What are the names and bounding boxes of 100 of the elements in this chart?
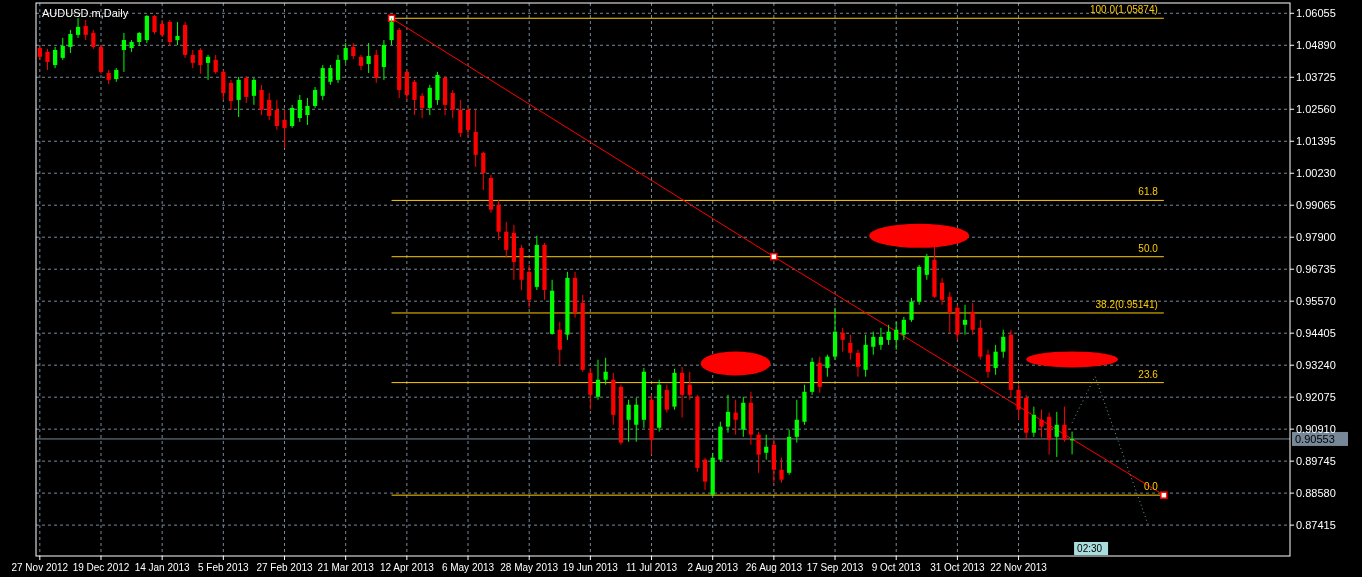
y-tick-label: 0.99065: [1296, 199, 1336, 212]
chart-title: AUDUSD.m,Daily: [42, 7, 129, 19]
candlestick: [595, 359, 601, 401]
candlestick: [374, 49, 379, 84]
candlestick: [557, 321, 562, 366]
candlestick: [947, 291, 952, 334]
candlestick: [680, 366, 685, 419]
candlestick: [297, 94, 302, 123]
candlestick: [45, 48, 50, 71]
x-tick-label: 5 Feb 2013: [198, 562, 250, 573]
candlestick: [236, 76, 241, 118]
candlestick: [871, 331, 876, 356]
candlestick: [427, 84, 432, 116]
candlestick: [855, 349, 861, 378]
point: [1160, 491, 1168, 499]
annotation: 23.6: [1138, 368, 1159, 380]
candlestick: [725, 394, 731, 434]
candlestick: [687, 371, 692, 401]
candlestick: [389, 17, 394, 46]
candlestick: [634, 397, 639, 443]
candlestick: [1016, 384, 1021, 421]
ref-line-label: 0.90553: [1295, 432, 1335, 445]
candlestick: [894, 321, 899, 351]
candlestick: [91, 29, 96, 50]
candlestick: [825, 354, 830, 378]
y-tick-label: 1.03725: [1296, 71, 1336, 84]
x-tick-label: 28 May 2013: [500, 562, 559, 573]
x-tick-label: 22 Nov 2013: [990, 562, 1048, 573]
candlestick: [962, 304, 968, 336]
candlestick: [993, 344, 998, 376]
x-tick-label: 17 Sep 2013: [806, 562, 864, 573]
candlestick: [626, 399, 631, 443]
annotation: 100.0(1.05874): [1089, 4, 1158, 16]
x-tick-label: 2 Aug 2013: [687, 562, 739, 573]
candlestick: [970, 302, 975, 336]
candlestick: [1031, 406, 1036, 438]
x-tick-label: 6 May 2013: [441, 562, 495, 573]
candlestick: [924, 253, 929, 281]
candlestick: [251, 77, 257, 106]
candlestick: [1047, 412, 1052, 456]
candlestick: [152, 14, 157, 35]
x-tick-label: 26 Aug 2013: [745, 562, 803, 573]
candlestick: [420, 92, 425, 119]
candlestick: [985, 349, 991, 379]
candlestick: [282, 109, 287, 149]
candlestick: [840, 327, 845, 353]
candlestick: [504, 221, 509, 259]
y-tick-label: 0.95570: [1296, 295, 1336, 308]
x-tick-label: 12 Apr 2013: [379, 562, 435, 573]
candlestick: [764, 434, 769, 461]
candlestick: [205, 54, 211, 81]
candlestick: [121, 32, 127, 73]
candlestick: [213, 54, 218, 75]
candlestick: [412, 79, 417, 116]
x-tick-label: 27 Feb 2013: [256, 562, 314, 573]
candlestick: [450, 89, 455, 119]
y-tick-label: 1.02560: [1296, 103, 1336, 116]
candlestick: [305, 97, 310, 126]
candlestick: [481, 151, 486, 191]
candlestick: [588, 367, 593, 411]
candlestick: [198, 47, 203, 75]
y-tick-label: 0.96735: [1296, 263, 1336, 276]
candlestick: [848, 334, 853, 361]
x-tick-label: 19 Jun 2013: [562, 562, 619, 573]
x-tick-label: 31 Oct 2013: [930, 562, 986, 573]
candlestick: [75, 17, 81, 39]
candlestick: [175, 21, 180, 46]
candlestick: [1039, 409, 1044, 439]
y-tick-label: 0.97900: [1296, 231, 1336, 244]
candlestick: [244, 75, 249, 104]
x-tick-label: 14 Jan 2013: [134, 562, 191, 573]
point: [770, 252, 778, 261]
y-tick-label: 1.00230: [1296, 167, 1336, 180]
candlestick: [335, 54, 341, 84]
candlestick: [167, 19, 172, 47]
candlestick: [901, 316, 906, 341]
candlestick: [733, 399, 738, 436]
y-tick-label: 0.94405: [1296, 327, 1336, 340]
candlestick: [274, 99, 279, 131]
candlestick: [343, 42, 348, 64]
y-tick-label: 1.01395: [1296, 135, 1336, 148]
annotation: 02:30: [1077, 543, 1103, 554]
candlestick: [228, 79, 234, 111]
annotation: 38.2(0.95141): [1095, 298, 1158, 310]
candlestick: [404, 69, 409, 101]
candlestick: [290, 104, 295, 129]
x-tick-label: 19 Dec 2012: [72, 562, 130, 573]
candlestick: [267, 92, 272, 121]
candlestick: [221, 69, 226, 101]
candlestick: [702, 457, 708, 491]
candlestick: [794, 399, 799, 444]
candlestick: [878, 327, 884, 351]
candlestick: [465, 107, 471, 137]
annotation: 61.8: [1138, 186, 1159, 198]
y-tick-label: 0.88580: [1296, 487, 1336, 500]
candlestick: [60, 37, 65, 61]
x-tick-label: 21 Mar 2013: [317, 562, 375, 573]
candlestick: [366, 42, 371, 74]
candlestick: [83, 19, 88, 41]
candlestick: [473, 109, 478, 168]
